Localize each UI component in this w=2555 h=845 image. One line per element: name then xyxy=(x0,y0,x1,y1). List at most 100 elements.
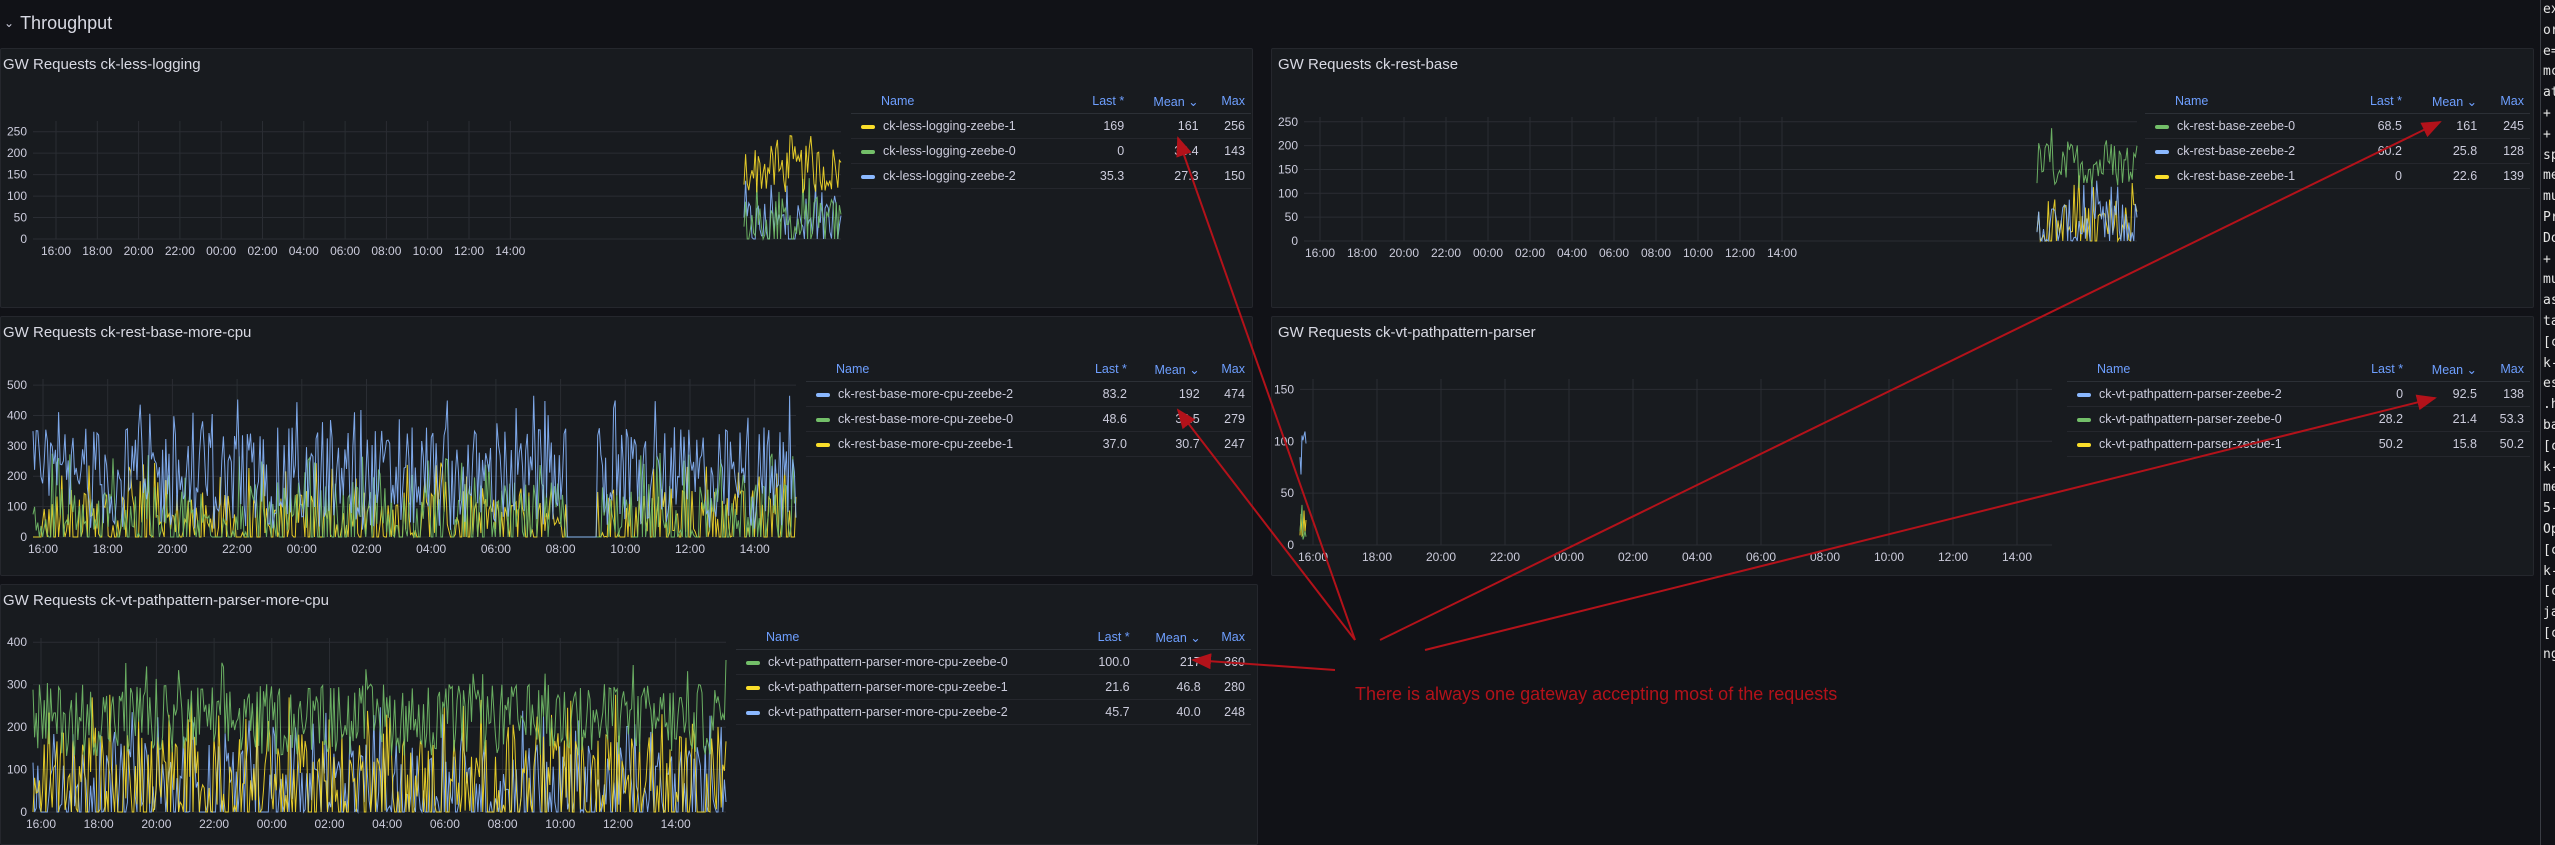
legend-header-0[interactable]: Name xyxy=(736,625,1082,650)
series-color-swatch[interactable] xyxy=(861,174,875,179)
series-color-swatch[interactable] xyxy=(2077,417,2091,422)
legend-row[interactable]: ck-less-logging-zeebe-1 169 161 256 xyxy=(851,113,1251,139)
panel-ck-rest-base[interactable]: GW Requests ck-rest-base 250 200 150 100 50 0… xyxy=(1271,48,2534,308)
legend-row[interactable]: ck-rest-base-zeebe-2 60.2 25.8 128 xyxy=(2145,138,2530,164)
legend-header-2[interactable]: Mean ⌄ xyxy=(2409,357,2483,382)
series-name[interactable]: ck-vt-pathpattern-parser-more-cpu-zeebe-… xyxy=(768,655,1008,669)
panel-ck-less-logging[interactable]: GW Requests ck-less-logging 250 200 150 100… xyxy=(0,48,1253,308)
legend-max: 360 xyxy=(1206,649,1251,675)
series-color-swatch[interactable] xyxy=(861,149,875,154)
legend-header-1[interactable]: Last * xyxy=(1073,89,1131,114)
y-tick-label: 250 xyxy=(1278,115,1298,129)
legend-header-2[interactable]: Mean ⌄ xyxy=(2407,89,2484,114)
terminal-strip[interactable]: ex or e= mc at + + sp me mu Pr Do + mu as ta [c k-es .h ba [… xyxy=(2540,0,2555,845)
legend-row[interactable]: ck-less-logging-zeebe-0 0 30.4 143 xyxy=(851,138,1251,164)
y-tick-label: 0 xyxy=(20,805,27,819)
series-name[interactable]: ck-rest-base-zeebe-2 xyxy=(2177,144,2296,158)
legend-header-0[interactable]: Name xyxy=(2145,89,2351,114)
time-series-graph[interactable]: 250 200 150 100 50 0 16:00 18:00 20:00 22:00 00:00… xyxy=(1272,107,2142,307)
legend-header-0[interactable]: Name xyxy=(806,357,1077,382)
legend-row[interactable]: ck-vt-pathpattern-parser-zeebe-1 50.2 15.8… xyxy=(2067,431,2530,457)
series-line-ck-rest-base-more-cpu-zeebe-2 xyxy=(32,395,797,538)
time-series-graph[interactable]: 400 300 200 100 016:00 18:00 20:00 22:00 00:00 02… xyxy=(1,625,731,843)
series-color-swatch[interactable] xyxy=(746,710,760,715)
terminal-line: mc xyxy=(2543,64,2555,80)
series-name[interactable]: ck-less-logging-zeebe-0 xyxy=(883,144,1016,158)
series-color-swatch[interactable] xyxy=(816,392,830,397)
series-color-swatch[interactable] xyxy=(816,442,830,447)
legend-header-1[interactable]: Last * xyxy=(2352,357,2410,382)
series-name[interactable]: ck-rest-base-more-cpu-zeebe-2 xyxy=(838,387,1014,401)
legend-row[interactable]: ck-rest-base-zeebe-1 0 22.6 139 xyxy=(2145,163,2530,189)
series-line-ck-vt-pathpattern-parser-more-cpu-zeebe-2 xyxy=(32,707,727,814)
series-name[interactable]: ck-less-logging-zeebe-2 xyxy=(883,169,1016,183)
series-name[interactable]: ck-vt-pathpattern-parser-more-cpu-zeebe-… xyxy=(768,680,1008,694)
terminal-line: Pr xyxy=(2543,209,2555,225)
time-series-graph[interactable]: 150 100 50 0 16:00 18:00 20:00 22:00 00:00 02:00 0… xyxy=(1272,367,2057,575)
series-name[interactable]: ck-rest-base-zeebe-1 xyxy=(2177,169,2296,183)
series-color-swatch[interactable] xyxy=(746,685,760,690)
legend-mean: 161 xyxy=(2407,113,2484,139)
y-tick-label: 0 xyxy=(1287,538,1294,552)
series-color-swatch[interactable] xyxy=(861,124,875,129)
legend-row[interactable]: ck-less-logging-zeebe-2 35.3 27.3 150 xyxy=(851,163,1251,189)
legend-header-0[interactable]: Name xyxy=(851,89,1074,114)
panel-ck-vt-pathpattern-parser[interactable]: GW Requests ck-vt-pathpattern-parser 150… xyxy=(1271,316,2534,576)
panel-ck-rest-base-more-cpu[interactable]: GW Requests ck-rest-base-more-cpu 500 400… xyxy=(0,316,1253,576)
series-name[interactable]: ck-vt-pathpattern-parser-more-cpu-zeebe-… xyxy=(768,705,1008,719)
legend-header-3[interactable]: Max xyxy=(1205,357,1251,382)
series-color-swatch[interactable] xyxy=(746,660,760,665)
legend-row[interactable]: ck-rest-base-zeebe-0 68.5 161 245 xyxy=(2145,113,2530,139)
chevron-down-icon[interactable]: ⌄ xyxy=(4,16,15,30)
row-header-throughput[interactable]: ⌄ Throughput xyxy=(0,10,112,36)
series-color-swatch[interactable] xyxy=(2155,149,2169,154)
legend-header-0[interactable]: Name xyxy=(2067,357,2353,382)
series-name[interactable]: ck-rest-base-zeebe-0 xyxy=(2177,119,2296,133)
legend-header-2[interactable]: Mean ⌄ xyxy=(1135,625,1207,650)
series-name[interactable]: ck-less-logging-zeebe-1 xyxy=(883,119,1016,133)
series-name[interactable]: ck-vt-pathpattern-parser-zeebe-2 xyxy=(2099,387,2282,401)
legend-row[interactable]: ck-vt-pathpattern-parser-more-cpu-zeebe-… xyxy=(736,674,1251,700)
series-line-ck-rest-base-more-cpu-zeebe-1 xyxy=(33,462,797,539)
time-series-graph[interactable]: 250 200 150 100 50 0 16:00 18:00 20:00 22:00 00:00… xyxy=(1,107,846,307)
time-series-graph[interactable]: 500 400 300 200 100 016:00 18:00 20:00 22:00 00:0… xyxy=(1,367,801,575)
series-name[interactable]: ck-vt-pathpattern-parser-zeebe-0 xyxy=(2099,412,2282,426)
series-color-swatch[interactable] xyxy=(2077,442,2091,447)
x-tick-label: 00:00 xyxy=(257,817,287,831)
legend-row[interactable]: ck-vt-pathpattern-parser-more-cpu-zeebe-… xyxy=(736,649,1251,675)
terminal-line: ta xyxy=(2543,313,2555,329)
legend-header-3[interactable]: Max xyxy=(1206,625,1251,650)
series-color-swatch[interactable] xyxy=(816,417,830,422)
x-tick-label: 04:00 xyxy=(1682,550,1712,564)
terminal-line: e= xyxy=(2543,43,2555,59)
series-name[interactable]: ck-vt-pathpattern-parser-zeebe-1 xyxy=(2099,437,2282,451)
x-tick-label: 20:00 xyxy=(1426,550,1456,564)
series-name[interactable]: ck-rest-base-more-cpu-zeebe-0 xyxy=(838,412,1014,426)
legend-header-2[interactable]: Mean ⌄ xyxy=(1130,89,1205,114)
legend-header-3[interactable]: Max xyxy=(2483,89,2530,114)
legend-row[interactable]: ck-rest-base-more-cpu-zeebe-0 48.6 32.5 279 xyxy=(806,406,1251,432)
terminal-line: [c xyxy=(2543,584,2555,600)
terminal-line: sp xyxy=(2543,147,2555,163)
series-color-swatch[interactable] xyxy=(2155,124,2169,129)
legend-header-3[interactable]: Max xyxy=(1204,89,1251,114)
series-color-swatch[interactable] xyxy=(2077,392,2091,397)
x-tick-label: 20:00 xyxy=(157,542,187,556)
series-name[interactable]: ck-rest-base-more-cpu-zeebe-1 xyxy=(838,437,1014,451)
legend-last: 50.2 xyxy=(2352,431,2410,457)
legend-row[interactable]: ck-vt-pathpattern-parser-zeebe-2 0 92.5 138 xyxy=(2067,381,2530,407)
terminal-line: [c xyxy=(2543,542,2555,558)
legend-row[interactable]: ck-vt-pathpattern-parser-zeebe-0 28.2 21.4… xyxy=(2067,406,2530,432)
legend-row[interactable]: ck-rest-base-more-cpu-zeebe-1 37.0 30.7 247 xyxy=(806,431,1251,457)
legend-header-2[interactable]: Mean ⌄ xyxy=(1132,357,1206,382)
legend-row[interactable]: ck-rest-base-more-cpu-zeebe-2 83.2 192 474 xyxy=(806,381,1251,407)
panel-ck-vt-pathpattern-parser-more-cpu[interactable]: GW Requests ck-vt-pathpattern-parser-mor… xyxy=(0,584,1258,845)
y-tick-label: 100 xyxy=(1278,186,1298,200)
legend-header-1[interactable]: Last * xyxy=(2350,89,2408,114)
legend-row[interactable]: ck-vt-pathpattern-parser-more-cpu-zeebe-… xyxy=(736,699,1251,725)
legend-header-1[interactable]: Last * xyxy=(1081,625,1136,650)
legend-header-1[interactable]: Last * xyxy=(1076,357,1133,382)
legend-header-3[interactable]: Max xyxy=(2483,357,2530,382)
terminal-line: as xyxy=(2543,293,2555,309)
series-color-swatch[interactable] xyxy=(2155,174,2169,179)
